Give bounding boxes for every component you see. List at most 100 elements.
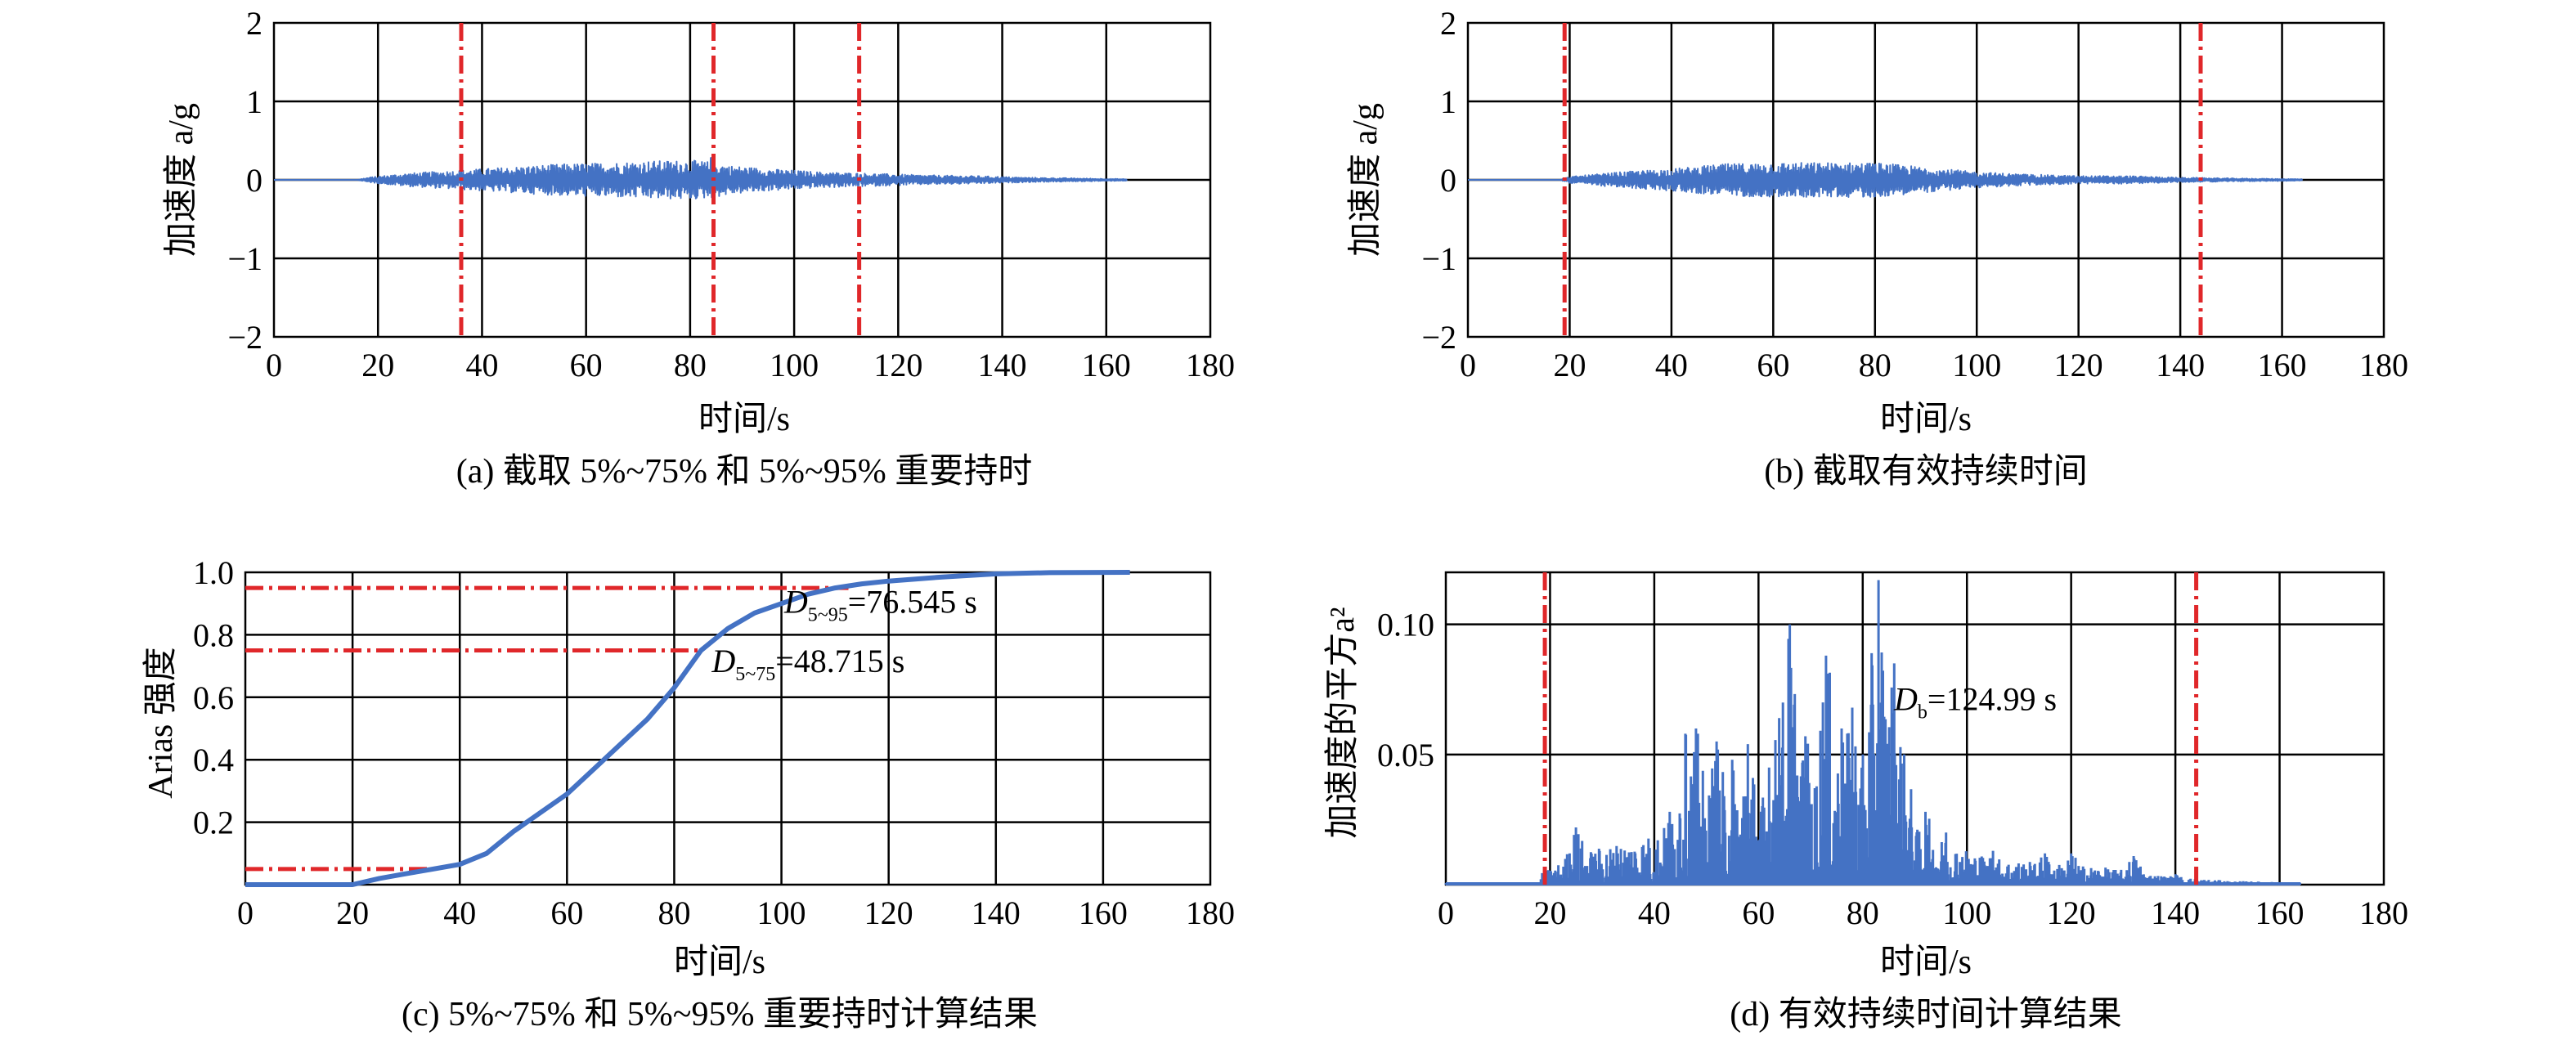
x-tick-label: 60 [550, 894, 583, 931]
panel-a-y-label-text: 加速度 a/g [163, 103, 200, 257]
y-tick-label: 1 [246, 83, 263, 120]
y-tick-label: 2 [1440, 5, 1456, 42]
x-tick-label: 80 [1847, 894, 1879, 931]
x-tick-label: 40 [443, 894, 476, 931]
panel-b-y-axis-label: 加速度 a/g [1347, 103, 1384, 257]
panel-b-markers [1562, 23, 2203, 337]
y-tick-label: 0 [1440, 162, 1456, 199]
annotation-symbol: D [783, 584, 808, 621]
panel-b-data [1467, 162, 2304, 198]
panel-c-markers [245, 585, 849, 872]
plot-frame [244, 571, 1212, 886]
x-tick-label: 20 [1553, 347, 1586, 383]
panel-c-y-axis-label: Arias 强度 [142, 647, 180, 798]
x-tick-label: 180 [2359, 894, 2408, 931]
x-tick-label: 180 [2359, 347, 2408, 383]
duration-annotation: D5~95=76.545 s [783, 584, 977, 626]
panel-c-tick-labels: 0 20 40 60 80 100 120 140 160 180 0.2 0.4 0.6 0.8 1.0 [193, 554, 1235, 931]
x-tick-label: 40 [1638, 894, 1671, 931]
panel-b-x-axis-label: 时间/s [1880, 401, 1972, 438]
panel-a-chart: 0 20 40 60 80 100 120 140 160 180 2 1 0 −1 −2 时间/s 加速度… [163, 5, 1235, 491]
x-tick-label: 20 [1533, 894, 1566, 931]
panel-d-markers [1542, 572, 2199, 885]
x-tick-label: 120 [2054, 347, 2103, 383]
panel-d-chart: 0 20 40 60 80 100 120 140 160 180 0.05 0.10 Db=124.… [1324, 571, 2408, 1033]
arias-intensity-curve [245, 570, 1130, 887]
x-tick-label: 0 [237, 894, 254, 931]
panel-d-annotations: Db=124.99 s [1893, 681, 2057, 724]
x-tick-label: 120 [2047, 894, 2096, 931]
panel-a-markers [459, 23, 862, 337]
panel-d-caption: (d) 有效持续时间计算结果 [1730, 996, 2121, 1033]
squared-acceleration-trace [1444, 580, 2301, 885]
y-tick-label: 0.10 [1377, 607, 1434, 643]
x-tick-label: 160 [2258, 347, 2307, 383]
panel-b-y-label-text: 加速度 a/g [1347, 103, 1384, 257]
panel-c-data [245, 570, 1130, 887]
annotation-value: =124.99 s [1928, 681, 2057, 718]
x-tick-label: 140 [2156, 347, 2205, 383]
x-tick-label: 140 [972, 894, 1021, 931]
x-tick-label: 160 [1079, 894, 1128, 931]
acceleration-trace [273, 157, 1128, 199]
annotation-value: =48.715 s [775, 643, 904, 679]
panel-b-chart: 0 20 40 60 80 100 120 140 160 180 2 1 0 −1 −2 时间/s 加速度… [1347, 5, 2408, 491]
x-tick-label: 180 [1186, 894, 1235, 931]
x-tick-label: 0 [266, 347, 282, 383]
x-tick-label: 140 [2151, 894, 2200, 931]
panel-b-tick-labels: 0 20 40 60 80 100 120 140 160 180 2 1 0 −1 −2 [1421, 5, 2408, 383]
y-tick-label: −2 [1421, 319, 1456, 356]
x-tick-label: 100 [1942, 894, 1991, 931]
panel-b-caption: (b) 截取有效持续时间 [1764, 453, 2087, 491]
annotation-subscript: 5~95 [808, 605, 848, 626]
y-tick-label: −1 [1421, 240, 1456, 277]
x-tick-label: 80 [1859, 347, 1892, 383]
y-tick-label: 2 [246, 5, 263, 42]
duration-annotation: Db=124.99 s [1893, 681, 2057, 724]
x-tick-label: 180 [1186, 347, 1235, 383]
annotation-symbol: D [1893, 681, 1918, 718]
panel-d-tick-labels: 0 20 40 60 80 100 120 140 160 180 0.05 0.10 [1377, 607, 2408, 931]
x-tick-label: 80 [674, 347, 707, 383]
panel-c-caption: (c) 5%~75% 和 5%~95% 重要持时计算结果 [402, 996, 1038, 1033]
panel-a-data [273, 157, 1128, 199]
x-tick-label: 120 [873, 347, 922, 383]
y-tick-label: 0.05 [1377, 737, 1434, 773]
y-tick-label: 0 [246, 162, 263, 199]
annotation-symbol: D [711, 643, 735, 679]
acceleration-trace [1467, 162, 2304, 198]
x-tick-label: 20 [336, 894, 369, 931]
x-tick-label: 140 [978, 347, 1027, 383]
panel-a-caption: (a) 截取 5%~75% 和 5%~95% 重要持时 [456, 453, 1033, 491]
duration-annotation: D5~75=48.715 s [711, 643, 904, 685]
x-tick-label: 100 [770, 347, 819, 383]
x-tick-label: 160 [1082, 347, 1131, 383]
x-tick-label: 100 [757, 894, 806, 931]
x-tick-label: 120 [864, 894, 913, 931]
x-tick-label: 60 [570, 347, 603, 383]
panel-c-annotations: D5~95=76.545 sD5~75=48.715 s [711, 584, 976, 686]
y-tick-label: 1 [1440, 83, 1456, 120]
y-tick-label: 0.6 [193, 679, 234, 716]
annotation-subscript: b [1918, 702, 1928, 724]
panel-c-grid [244, 571, 1212, 886]
y-tick-label: 0.2 [193, 805, 234, 841]
annotation-value: =76.545 s [848, 584, 977, 621]
panel-a-y-axis-label: 加速度 a/g [163, 103, 200, 257]
y-tick-label: −1 [227, 240, 263, 277]
annotation-subscript: 5~75 [735, 664, 775, 685]
x-tick-label: 20 [361, 347, 394, 383]
panel-c-x-axis-label: 时间/s [674, 944, 765, 981]
panel-d-y-axis-label: 加速度的平方a² [1324, 607, 1362, 838]
x-tick-label: 0 [1460, 347, 1476, 383]
panel-d-data [1444, 580, 2301, 885]
panel-a-x-axis-label: 时间/s [698, 401, 790, 438]
y-tick-label: 1.0 [193, 554, 234, 591]
y-tick-label: 0.8 [193, 616, 234, 653]
panel-a-tick-labels: 0 20 40 60 80 100 120 140 160 180 2 1 0 −1 −2 [227, 5, 1235, 383]
panel-c-chart: 0 20 40 60 80 100 120 140 160 1800.20.40.60.81.0 … [142, 554, 1235, 1033]
x-tick-label: 60 [1742, 894, 1775, 931]
x-tick-label: 40 [465, 347, 498, 383]
x-tick-label: 60 [1757, 347, 1789, 383]
panel-d-x-axis-label: 时间/s [1880, 944, 1972, 981]
